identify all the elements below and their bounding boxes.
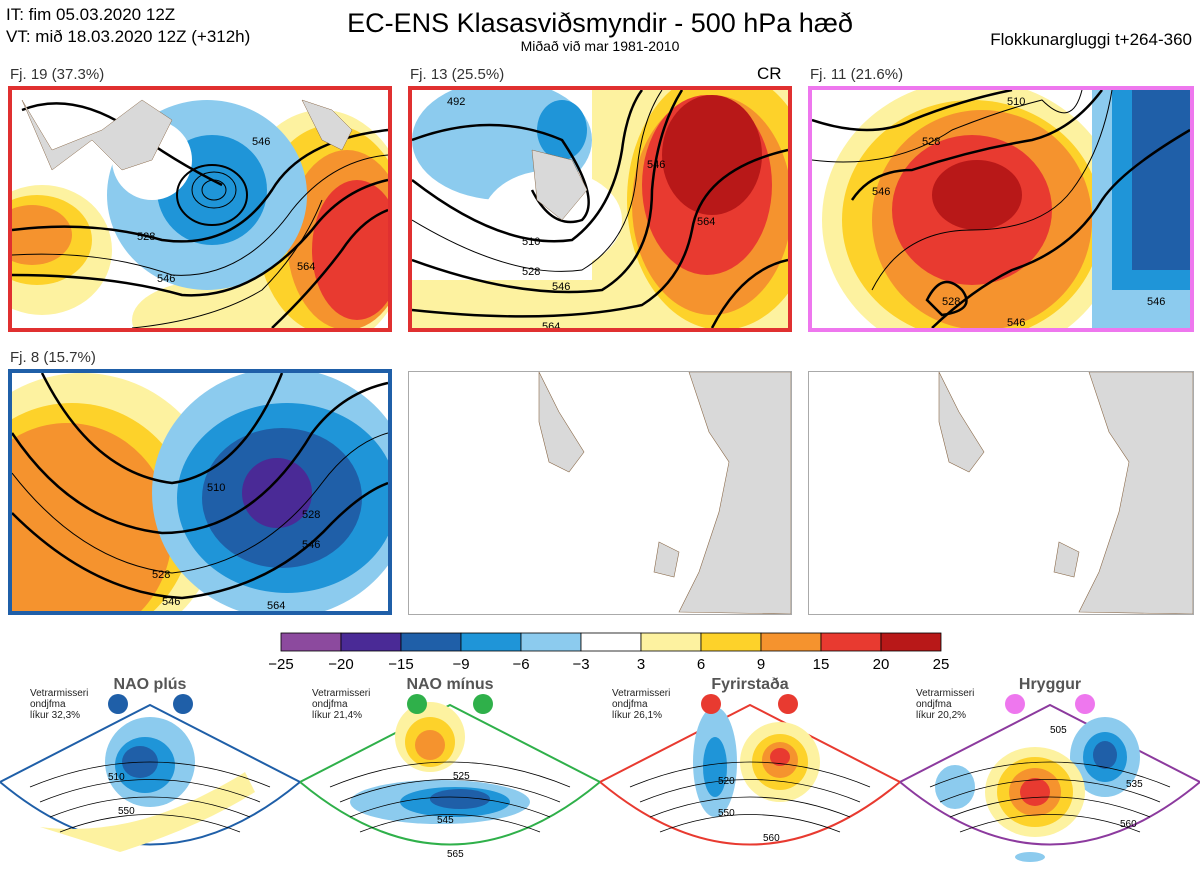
- regime-map-nao-plus: 510 550: [0, 694, 300, 852]
- colorbar-segment: [880, 632, 942, 652]
- contour-label: 510: [522, 236, 540, 248]
- colorbar-segment: [400, 632, 462, 652]
- contour-label: 564: [267, 600, 285, 611]
- cluster-label-3: Fj. 11 (21.6%): [810, 66, 904, 83]
- colorbar: [280, 632, 942, 652]
- contour-label: 528: [942, 296, 960, 308]
- colorbar-segment: [460, 632, 522, 652]
- svg-text:510: 510: [108, 772, 125, 783]
- contour-label: 546: [157, 273, 175, 285]
- cluster-map-1-svg: 510 528 546 546 564: [12, 90, 388, 328]
- colorbar-segment: [520, 632, 582, 652]
- contour-label: 546: [552, 281, 570, 293]
- contour-label: 546: [872, 186, 890, 198]
- contour-label: 510: [1007, 96, 1025, 108]
- cluster-map-3-svg: 510 528 546 528 546 546: [812, 90, 1190, 328]
- initial-time-label: IT: fim 05.03.2020 12Z: [6, 5, 176, 24]
- cluster-tag-cr: CR: [757, 64, 782, 83]
- colorbar-tick-label: 3: [636, 656, 646, 673]
- contour-label: 546: [1007, 317, 1025, 328]
- contour-label: 564: [297, 261, 315, 273]
- svg-text:535: 535: [1126, 779, 1143, 790]
- svg-text:525: 525: [453, 771, 470, 782]
- svg-text:560: 560: [763, 833, 780, 844]
- colorbar-segment: [760, 632, 822, 652]
- colorbar-tick-label: 9: [756, 656, 766, 673]
- colorbar-tick-label: 20: [872, 656, 890, 673]
- contour-label: 564: [697, 216, 715, 228]
- header-info: IT: fim 05.03.2020 12Z VT: mið 18.03.202…: [6, 4, 250, 48]
- valid-time-label: VT: mið 18.03.2020 12Z (+312h): [6, 27, 251, 46]
- regime-title-nao-minus: NAO mínus: [406, 676, 494, 693]
- svg-text:505: 505: [1050, 725, 1067, 736]
- contour-label: 546: [162, 596, 180, 608]
- contour-label: 528: [152, 569, 170, 581]
- cluster-label-4: Fj. 8 (15.7%): [10, 349, 96, 366]
- colorbar-segment: [580, 632, 642, 652]
- page-title: EC-ENS Klasasviðsmyndir - 500 hPa hæð: [347, 8, 853, 38]
- regime-title-nao-plus: NAO plús: [113, 676, 187, 693]
- colorbar-tick-label: −15: [388, 656, 414, 673]
- svg-text:545: 545: [437, 815, 454, 826]
- contour-label: 528: [302, 509, 320, 521]
- cluster-map-4-svg: 510 528 546 528 546 564: [12, 373, 388, 611]
- regime-note-ridge: Vetrarmisseri ondjfma líkur 20,2%: [916, 688, 975, 721]
- colorbar-tick-label: 15: [812, 656, 830, 673]
- cluster-map-2: 492 510 528 546 564 546 564: [408, 86, 792, 332]
- colorbar-tick-label: 6: [696, 656, 706, 673]
- contour-label: 510: [207, 482, 225, 494]
- cluster-label-2: Fj. 13 (25.5%): [410, 66, 505, 83]
- regime-map-ridge: 505 535 560: [900, 694, 1200, 862]
- svg-text:550: 550: [118, 806, 135, 817]
- contour-label: 528: [522, 266, 540, 278]
- contour-label: 546: [1147, 296, 1165, 308]
- svg-text:520: 520: [718, 776, 735, 787]
- regime-title-blocking: Fyrirstaða: [711, 676, 789, 693]
- contour-label: 564: [542, 321, 560, 328]
- empty-map-2: [808, 371, 1194, 615]
- regime-title-ridge: Hryggur: [1018, 676, 1082, 693]
- contour-label: 546: [647, 159, 665, 171]
- svg-text:560: 560: [1120, 819, 1137, 830]
- window-label: Flokkunargluggi t+264-360: [990, 30, 1192, 49]
- colorbar-segment: [340, 632, 402, 652]
- contour-label: 528: [922, 136, 940, 148]
- colorbar-tick-label: −25: [268, 656, 294, 673]
- cluster-label-1: Fj. 19 (37.3%): [10, 66, 105, 83]
- regime-map-blocking: 520 550 560: [600, 694, 900, 846]
- colorbar-segment: [820, 632, 882, 652]
- colorbar-tick-label: −20: [328, 656, 354, 673]
- regime-note-blocking: Vetrarmisseri ondjfma líkur 26,1%: [612, 688, 671, 721]
- regime-map-nao-minus: 525 545 565: [300, 694, 600, 860]
- page-subtitle: Miðað við mar 1981-2010: [520, 38, 680, 54]
- colorbar-segment: [280, 632, 342, 652]
- colorbar-tick-label: −9: [452, 656, 470, 673]
- svg-text:550: 550: [718, 808, 735, 819]
- svg-text:565: 565: [447, 849, 464, 860]
- colorbar-segment: [700, 632, 762, 652]
- empty-map-1: [408, 371, 792, 615]
- contour-label: 546: [302, 539, 320, 551]
- contour-label: 492: [447, 96, 465, 108]
- contour-label: 528: [137, 231, 155, 243]
- colorbar-segment: [640, 632, 702, 652]
- regime-note-nao-minus: Vetrarmisseri ondjfma líkur 21,4%: [312, 688, 371, 721]
- cluster-map-2-svg: 492 510 528 546 564 546 564: [412, 90, 788, 328]
- regime-note-nao-plus: Vetrarmisseri ondjfma líkur 32,3%: [30, 688, 89, 721]
- colorbar-tick-label: −6: [512, 656, 530, 673]
- contour-label: 546: [252, 136, 270, 148]
- colorbar-tick-label: −3: [572, 656, 590, 673]
- cluster-map-4: 510 528 546 528 546 564: [8, 369, 392, 615]
- cluster-map-3: 510 528 546 528 546 546: [808, 86, 1194, 332]
- cluster-map-1: 510 528 546 546 564: [8, 86, 392, 332]
- colorbar-tick-label: 25: [932, 656, 950, 673]
